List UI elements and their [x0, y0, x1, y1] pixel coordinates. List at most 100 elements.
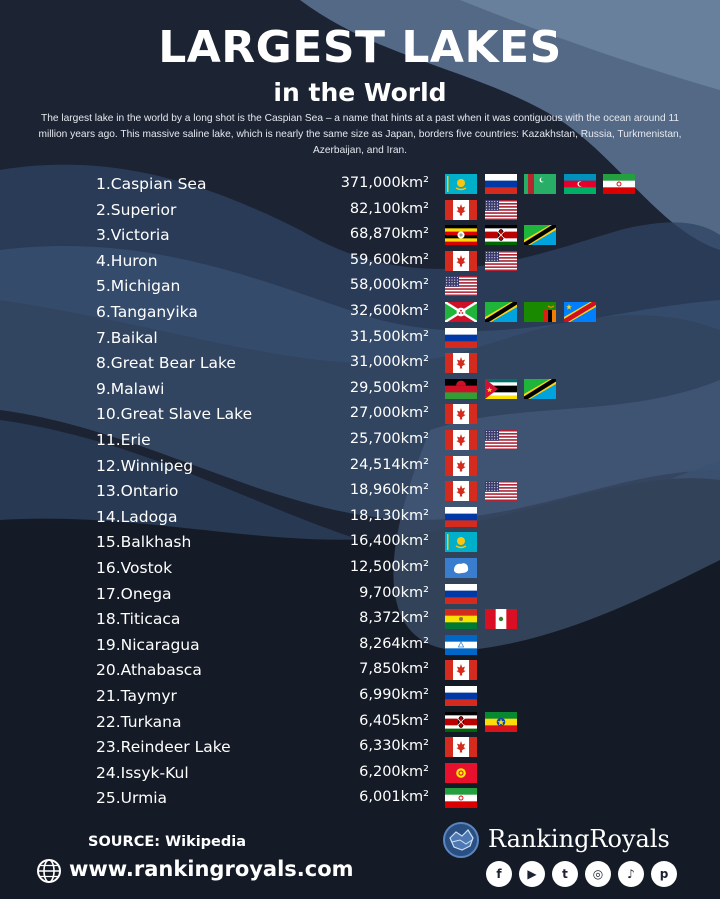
lake-name: 18.Titicaca: [96, 610, 181, 629]
flag-tanzania-icon: [484, 302, 517, 322]
flag-antarctica-icon: [445, 558, 477, 578]
flag-kazakhstan-icon: [445, 532, 477, 553]
lake-name: 21.Taymyr: [96, 687, 177, 705]
flag-russia-icon: [445, 327, 477, 348]
lake-name: 5.Michigan: [96, 277, 181, 296]
flag-azerbaijan-icon: [563, 174, 596, 194]
page-subtitle: in the World: [273, 78, 447, 107]
lake-name: 12.Winnipeg: [96, 456, 194, 475]
lake-name: 16.Vostok: [96, 559, 173, 577]
lake-name: 9.Malawi: [96, 379, 165, 398]
flag-iran-icon: [603, 174, 635, 194]
lake-row: 6.Tanganyika 32,600km²: [0, 300, 720, 324]
pinterest-icon[interactable]: p: [651, 861, 677, 887]
flag-zambia-icon: [524, 302, 556, 322]
lake-name: 13.Ontario: [96, 482, 179, 501]
lake-row: 16.Vostok 12,500km²: [0, 556, 720, 580]
lake-name: 23.Reindeer Lake: [96, 738, 231, 757]
lake-area: 18,960km²: [349, 482, 429, 499]
lake-row: 11.Erie 25,700km²: [0, 428, 720, 452]
lake-area: 58,000km²: [349, 277, 429, 294]
lake-area: 8,372km²: [359, 610, 429, 627]
lake-name: 7.Baikal: [96, 328, 158, 347]
instagram-icon[interactable]: ◎: [585, 861, 611, 887]
flag-canada-icon: [445, 660, 477, 681]
flag-kazakhstan-icon: [445, 174, 477, 194]
flag-usa-icon: [484, 430, 517, 450]
lake-name: 14.Ladoga: [96, 507, 178, 526]
lake-area: 68,870km²: [349, 226, 429, 243]
tiktok-icon[interactable]: ♪: [618, 861, 644, 887]
brand-logo-icon: [443, 822, 479, 858]
lake-name: 4.Huron: [96, 251, 158, 270]
flag-russia-icon: [445, 506, 477, 527]
flag-usa-icon: [484, 481, 517, 502]
lake-area: 371,000km²: [340, 175, 429, 191]
flag-mozambique-icon: [484, 378, 517, 399]
lake-area: 27,000km²: [349, 405, 429, 422]
flag-canada-icon: [445, 404, 477, 425]
flag-canada-icon: [445, 199, 477, 220]
lake-row: 2.Superior 82,100km²: [0, 198, 720, 222]
lake-area: 6,990km²: [359, 687, 429, 703]
lake-name: 3.Victoria: [96, 226, 170, 245]
lake-row: 21.Taymyr 6,990km²: [0, 684, 720, 708]
flag-turkmenistan-icon: [524, 174, 556, 194]
lake-row: 8.Great Bear Lake 31,000km²: [0, 351, 720, 375]
flag-burundi-icon: [445, 302, 477, 322]
flag-russia-icon: [445, 686, 477, 706]
lake-area: 32,600km²: [349, 303, 429, 319]
lake-name: 1.Caspian Sea: [96, 175, 207, 193]
flag-usa-icon: [484, 199, 517, 220]
lake-row: 17.Onega 9,700km²: [0, 582, 720, 606]
lake-row: 22.Turkana 6,405km²: [0, 710, 720, 734]
lake-name: 19.Nicaragua: [96, 635, 200, 654]
flag-ethiopia-icon: [484, 711, 517, 732]
flag-canada-icon: [445, 430, 477, 450]
source-note: SOURCE: Wikipedia: [88, 834, 247, 850]
lake-area: 59,600km²: [349, 251, 429, 268]
lake-area: 29,500km²: [349, 379, 429, 396]
lake-area: 12,500km²: [349, 559, 429, 575]
flag-iran-icon: [445, 788, 477, 809]
lake-row: 25.Urmia 6,001km²: [0, 786, 720, 810]
lake-name: 22.Turkana: [96, 712, 182, 731]
flag-canada-icon: [445, 455, 477, 476]
intro-paragraph: The largest lake in the world by a long …: [38, 113, 682, 156]
lake-name: 24.Issyk-Kul: [96, 763, 189, 782]
website-text: www.rankingroyals.com: [69, 857, 354, 881]
lake-name: 15.Balkhash: [96, 533, 192, 552]
flag-russia-icon: [484, 174, 517, 194]
facebook-icon[interactable]: f: [486, 861, 512, 887]
flag-usa-icon: [484, 250, 517, 271]
lake-row: 14.Ladoga 18,130km²: [0, 505, 720, 529]
flag-kenya-icon: [445, 711, 477, 732]
lake-area: 31,500km²: [349, 328, 429, 345]
lake-name: 17.Onega: [96, 584, 172, 603]
lake-row: 7.Baikal 31,500km²: [0, 326, 720, 350]
lake-row: 4.Huron 59,600km²: [0, 249, 720, 273]
youtube-icon[interactable]: ▶: [519, 861, 545, 887]
lake-area: 8,264km²: [359, 635, 429, 652]
lake-area: 6,001km²: [359, 789, 429, 806]
flag-tanzania-icon: [524, 225, 556, 246]
twitter-icon[interactable]: t: [552, 861, 578, 887]
lake-name: 8.Great Bear Lake: [96, 354, 236, 373]
flag-malawi-icon: [445, 378, 477, 399]
flag-bolivia-icon: [445, 609, 477, 630]
social-links: f ▶ t ◎ ♪ p: [486, 861, 686, 889]
flag-peru-icon: [484, 609, 517, 630]
lake-name: 20.Athabasca: [96, 661, 202, 680]
lake-area: 82,100km²: [349, 200, 429, 217]
lake-area: 6,330km²: [359, 738, 429, 755]
lake-area: 6,405km²: [359, 712, 429, 729]
lake-area: 25,700km²: [349, 431, 429, 447]
lake-area: 7,850km²: [359, 661, 429, 678]
lake-row: 5.Michigan 58,000km²: [0, 274, 720, 298]
lake-name: 11.Erie: [96, 431, 151, 449]
flag-nicaragua-icon: [445, 634, 477, 655]
flag-canada-icon: [445, 250, 477, 271]
globe-icon: [37, 859, 61, 883]
lake-area: 24,514km²: [349, 456, 429, 473]
lake-area: 16,400km²: [349, 533, 429, 550]
